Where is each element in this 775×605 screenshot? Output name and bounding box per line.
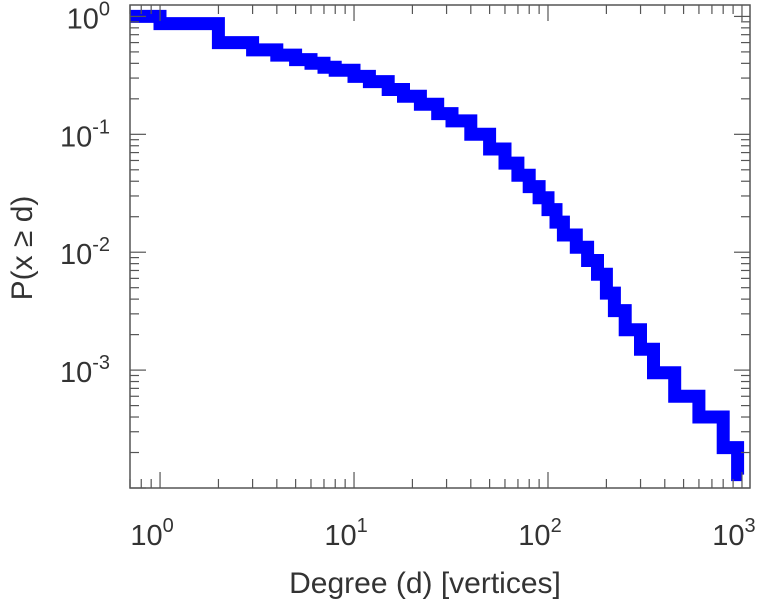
- y-tick-label: 100: [67, 0, 110, 35]
- y-axis-title: P(x ≥ d): [6, 196, 39, 301]
- y-tick-label: 10-1: [60, 116, 110, 153]
- x-tick-label: 102: [518, 515, 561, 552]
- y-tick-label: 10-2: [60, 234, 110, 271]
- x-axis-title: Degree (d) [vertices]: [289, 567, 561, 600]
- series-line-0: [130, 9, 745, 482]
- y-tick-label: 10-3: [60, 352, 110, 389]
- x-tick-label: 100: [130, 515, 173, 552]
- x-tick-label: 103: [712, 515, 755, 552]
- plot-frame: [129, 4, 751, 489]
- x-tick-label: 101: [324, 515, 367, 552]
